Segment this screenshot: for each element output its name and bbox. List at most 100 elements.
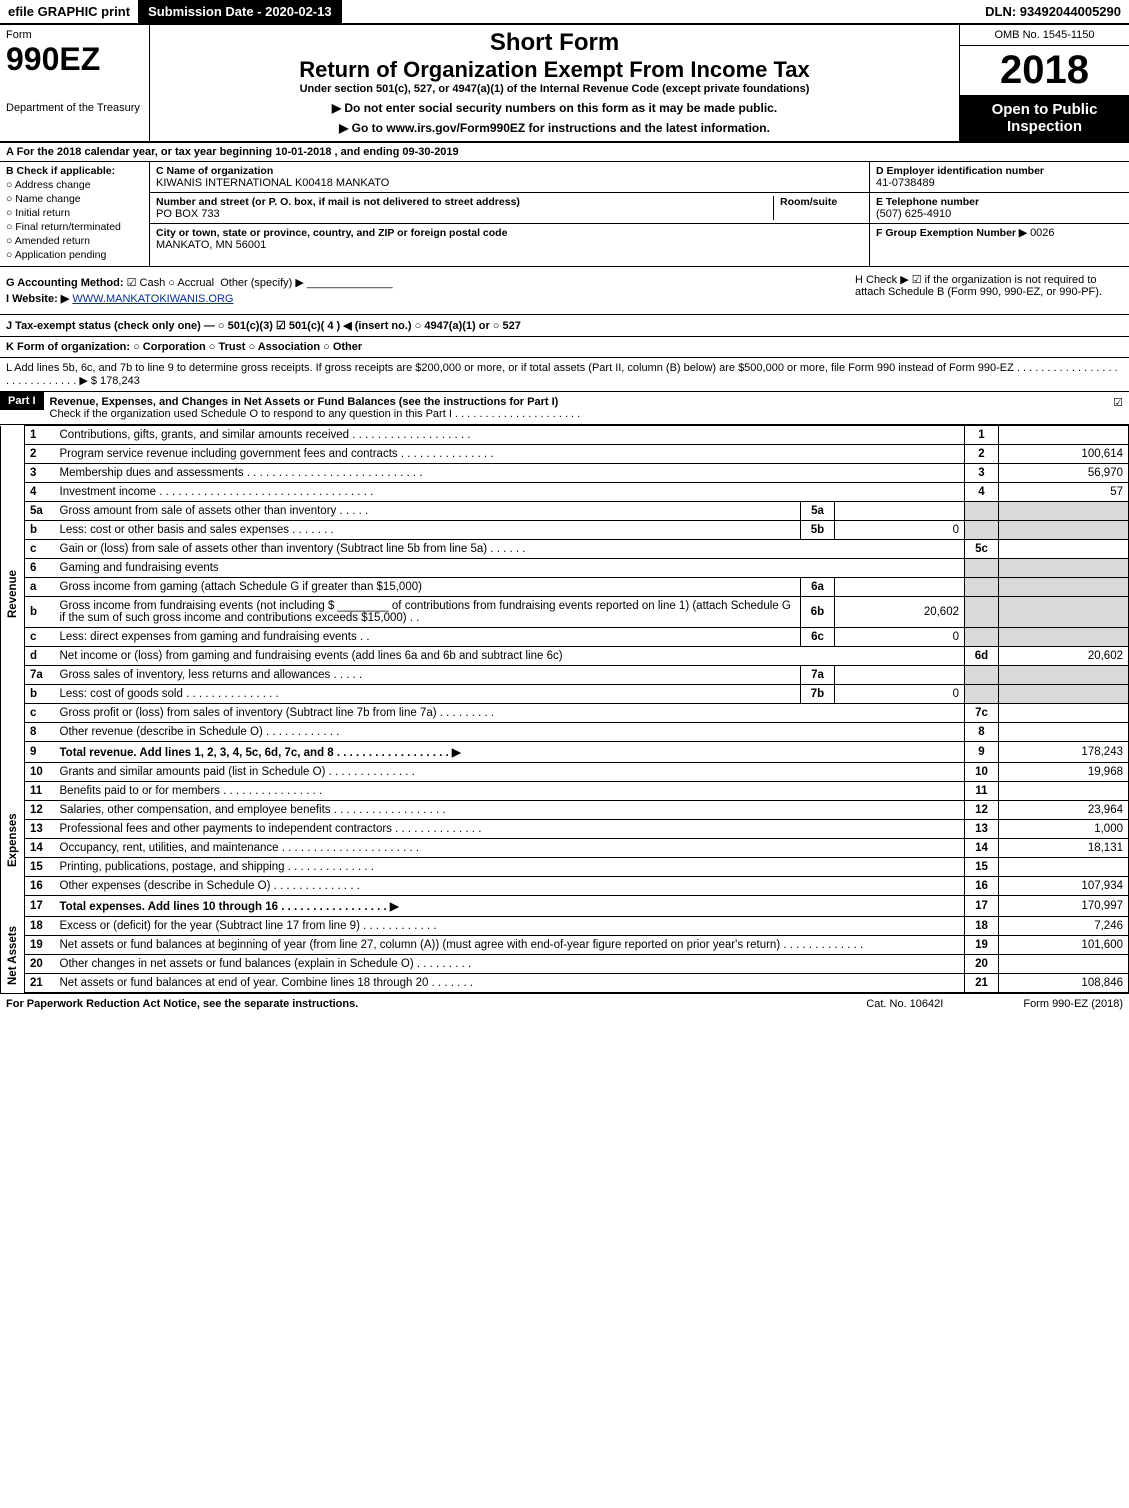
part1-table: Revenue1Contributions, gifts, grants, an… xyxy=(0,425,1129,993)
line-amt-grey xyxy=(999,666,1129,685)
line-number: 16 xyxy=(25,877,55,896)
goto-link[interactable]: ▶ Go to www.irs.gov/Form990EZ for instru… xyxy=(158,121,951,135)
line-description: Gaming and fundraising events xyxy=(55,559,965,578)
sub-line-number: 5a xyxy=(801,502,835,521)
table-row: 16Other expenses (describe in Schedule O… xyxy=(1,877,1129,896)
table-row: 9Total revenue. Add lines 1, 2, 3, 4, 5c… xyxy=(1,742,1129,763)
line-l-amount: 178,243 xyxy=(100,375,140,387)
cash-checkbox[interactable]: ☑ xyxy=(127,277,137,289)
line-description: Less: direct expenses from gaming and fu… xyxy=(55,628,801,647)
opt-name-change[interactable]: ○ Name change xyxy=(6,193,143,205)
line-description: Membership dues and assessments . . . . … xyxy=(55,464,965,483)
top-bar: efile GRAPHIC print Submission Date - 20… xyxy=(0,0,1129,25)
table-row: 5aGross amount from sale of assets other… xyxy=(1,502,1129,521)
sub-line-value: 20,602 xyxy=(835,597,965,628)
form-header: Form 990EZ Department of the Treasury Sh… xyxy=(0,25,1129,143)
line-number: 15 xyxy=(25,858,55,877)
line-description: Printing, publications, postage, and shi… xyxy=(55,858,965,877)
accrual-checkbox[interactable]: ○ xyxy=(168,277,175,289)
part1-checkbox[interactable]: ☑ xyxy=(1113,397,1123,409)
line-j: J Tax-exempt status (check only one) — ○… xyxy=(0,315,1129,337)
line-amt-grey xyxy=(999,559,1129,578)
block-b-heading: B Check if applicable: xyxy=(6,165,115,177)
line-amount: 18,131 xyxy=(999,839,1129,858)
sub-line-number: 7a xyxy=(801,666,835,685)
table-row: 4Investment income . . . . . . . . . . .… xyxy=(1,483,1129,502)
line-amount: 108,846 xyxy=(999,974,1129,993)
line-number: 20 xyxy=(25,955,55,974)
opt-amended-return[interactable]: ○ Amended return xyxy=(6,235,143,247)
line-amount: 101,600 xyxy=(999,936,1129,955)
form-number: 990EZ xyxy=(6,41,143,78)
line-description: Total revenue. Add lines 1, 2, 3, 4, 5c,… xyxy=(55,742,965,763)
line-number: 9 xyxy=(25,742,55,763)
block-c: C Name of organization KIWANIS INTERNATI… xyxy=(150,162,869,266)
table-row: Net Assets18Excess or (deficit) for the … xyxy=(1,917,1129,936)
block-b: B Check if applicable: ○ Address change … xyxy=(0,162,150,266)
group-label: F Group Exemption Number ▶ xyxy=(876,227,1027,239)
header-right: OMB No. 1545-1150 2018 Open to Public In… xyxy=(959,25,1129,141)
line-number: 13 xyxy=(25,820,55,839)
line-ref: 11 xyxy=(965,782,999,801)
line-amt-grey xyxy=(999,597,1129,628)
return-title: Return of Organization Exempt From Incom… xyxy=(158,57,951,83)
efile-label[interactable]: efile GRAPHIC print xyxy=(0,0,138,23)
line-description: Contributions, gifts, grants, and simila… xyxy=(55,426,965,445)
line-description: Excess or (deficit) for the year (Subtra… xyxy=(55,917,965,936)
line-ref-grey xyxy=(965,502,999,521)
website-link[interactable]: WWW.MANKATOKIWANIS.ORG xyxy=(72,293,233,305)
line-description: Investment income . . . . . . . . . . . … xyxy=(55,483,965,502)
line-number: 4 xyxy=(25,483,55,502)
table-row: 11Benefits paid to or for members . . . … xyxy=(1,782,1129,801)
line-description: Less: cost or other basis and sales expe… xyxy=(55,521,801,540)
org-name-label: C Name of organization xyxy=(156,165,863,177)
period-end-label: , and ending xyxy=(335,146,400,158)
opt-application-pending[interactable]: ○ Application pending xyxy=(6,249,143,261)
line-amount: 170,997 xyxy=(999,896,1129,917)
line-ref: 21 xyxy=(965,974,999,993)
line-ref: 18 xyxy=(965,917,999,936)
sub-line-value xyxy=(835,666,965,685)
line-description: Gross amount from sale of assets other t… xyxy=(55,502,801,521)
line-number: 14 xyxy=(25,839,55,858)
city-value: MANKATO, MN 56001 xyxy=(156,239,863,251)
line-description: Benefits paid to or for members . . . . … xyxy=(55,782,965,801)
line-amount xyxy=(999,426,1129,445)
line-amount: 100,614 xyxy=(999,445,1129,464)
dln-number: DLN: 93492044005290 xyxy=(977,0,1129,23)
line-ref-grey xyxy=(965,666,999,685)
period-begin: 10-01-2018 xyxy=(275,146,331,158)
line-description: Less: cost of goods sold . . . . . . . .… xyxy=(55,685,801,704)
line-g: G Accounting Method: ☑ Cash ○ Accrual Ot… xyxy=(6,276,843,289)
opt-address-change[interactable]: ○ Address change xyxy=(6,179,143,191)
line-description: Professional fees and other payments to … xyxy=(55,820,965,839)
table-row: dNet income or (loss) from gaming and fu… xyxy=(1,647,1129,666)
line-amount: 107,934 xyxy=(999,877,1129,896)
line-number: d xyxy=(25,647,55,666)
department-label: Department of the Treasury xyxy=(6,102,143,114)
part1-badge: Part I xyxy=(0,392,44,410)
sub-line-value: 0 xyxy=(835,628,965,647)
line-description: Net assets or fund balances at beginning… xyxy=(55,936,965,955)
table-row: 15Printing, publications, postage, and s… xyxy=(1,858,1129,877)
opt-final-return[interactable]: ○ Final return/terminated xyxy=(6,221,143,233)
line-number: 21 xyxy=(25,974,55,993)
period-end: 09-30-2019 xyxy=(402,146,458,158)
org-name: KIWANIS INTERNATIONAL K00418 MANKATO xyxy=(156,177,863,189)
table-row: 21Net assets or fund balances at end of … xyxy=(1,974,1129,993)
line-amount: 1,000 xyxy=(999,820,1129,839)
sub-line-number: 6c xyxy=(801,628,835,647)
line-amount xyxy=(999,704,1129,723)
table-row: 13Professional fees and other payments t… xyxy=(1,820,1129,839)
period-row: A For the 2018 calendar year, or tax yea… xyxy=(0,143,1129,162)
line-ref: 1 xyxy=(965,426,999,445)
line-amt-grey xyxy=(999,628,1129,647)
tax-year: 2018 xyxy=(960,46,1129,95)
line-description: Occupancy, rent, utilities, and maintena… xyxy=(55,839,965,858)
table-row: cLess: direct expenses from gaming and f… xyxy=(1,628,1129,647)
table-row: 3Membership dues and assessments . . . .… xyxy=(1,464,1129,483)
header-center: Short Form Return of Organization Exempt… xyxy=(150,25,959,141)
opt-initial-return[interactable]: ○ Initial return xyxy=(6,207,143,219)
sub-line-value xyxy=(835,578,965,597)
line-k: K Form of organization: ○ Corporation ○ … xyxy=(0,337,1129,358)
